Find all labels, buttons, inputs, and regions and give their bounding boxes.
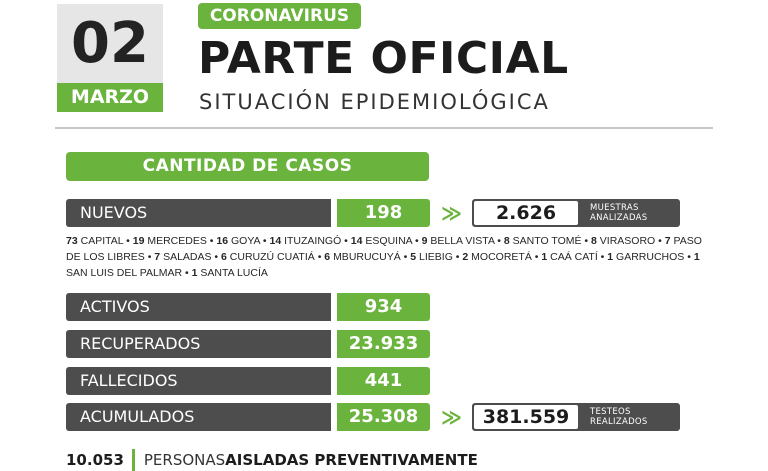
city-name: CURUZÚ CUATIÁ — [229, 251, 315, 263]
city-name: GARRUCHOS — [616, 251, 685, 263]
city-item: 73 CAPITAL — [66, 235, 123, 247]
fallecidos-label: FALLECIDOS — [66, 367, 331, 395]
city-name: CAPITAL — [80, 235, 124, 247]
testeos-label: TESTEOS REALIZADOS — [578, 405, 648, 429]
nuevos-label: NUEVOS — [66, 199, 331, 227]
activos-label: ACTIVOS — [66, 293, 331, 321]
city-name: ITUZAINGÓ — [284, 235, 342, 247]
date-block: 02 MARZO — [57, 4, 163, 112]
page-title: PARTE OFICIAL — [198, 33, 569, 84]
city-item: 6 CURUZÚ CUATIÁ — [221, 251, 315, 263]
chevron-right-icon: ≫ — [441, 405, 462, 429]
city-count: 16 — [216, 235, 231, 247]
date-day: 02 — [57, 4, 163, 83]
muestras-label-line2: ANALIZADAS — [590, 213, 648, 223]
city-count: 2 — [462, 251, 472, 263]
city-name: GOYA — [230, 235, 260, 247]
city-item: 2 MOCORETÁ — [462, 251, 531, 263]
city-name: MBURUCUYÁ — [333, 251, 401, 263]
testeos-value: 381.559 — [474, 405, 578, 429]
city-count: 73 — [66, 235, 81, 247]
muestras-label-line1: MUESTRAS — [590, 203, 639, 213]
city-item: 8 VIRASORO — [591, 235, 655, 247]
city-name: MERCEDES — [147, 235, 207, 247]
testeos-label-line1: TESTEOS — [590, 407, 631, 417]
city-count: 1 — [693, 251, 700, 263]
city-item: 1 SANTA LUCÍA — [192, 267, 268, 279]
city-count: 8 — [591, 235, 600, 247]
city-item: 16 GOYA — [216, 235, 260, 247]
city-item: 1 GARRUCHOS — [607, 251, 684, 263]
city-count: 5 — [410, 251, 420, 263]
city-count: 14 — [350, 235, 366, 247]
city-item: 7 SALADAS — [154, 251, 211, 263]
city-count: 6 — [324, 251, 334, 263]
muestras-box: 2.626 MUESTRAS ANALIZADAS — [472, 199, 680, 227]
city-name: BELLA VISTA — [430, 235, 495, 247]
isolated-count: 10.053 — [66, 451, 124, 469]
city-name: SAN LUIS DEL PALMAR — [66, 267, 183, 279]
page-subtitle: SITUACIÓN EPIDEMIOLÓGICA — [199, 90, 550, 114]
header-divider — [55, 127, 713, 129]
city-item: 6 MBURUCUYÁ — [324, 251, 400, 263]
city-count: 7 — [154, 251, 164, 263]
city-count: 1 — [607, 251, 617, 263]
city-item: 1 SAN LUIS DEL PALMAR — [66, 251, 700, 279]
activos-value: 934 — [337, 293, 430, 321]
city-name: LIEBIG — [419, 251, 453, 263]
city-name: SALADAS — [163, 251, 212, 263]
city-item: 5 LIEBIG — [410, 251, 453, 263]
isolated-text-bold: AISLADAS PREVENTIVAMENTE — [225, 451, 478, 469]
city-count: 8 — [503, 235, 513, 247]
city-name: CAÁ CATÍ — [550, 251, 598, 263]
chevron-right-icon: ≫ — [441, 201, 462, 225]
city-item: 14 ITUZAINGÓ — [269, 235, 341, 247]
fallecidos-value: 441 — [337, 367, 430, 395]
city-count: 7 — [664, 235, 674, 247]
nuevos-value: 198 — [337, 199, 430, 227]
city-item: 19 MERCEDES — [133, 235, 207, 247]
city-count: 14 — [269, 235, 285, 247]
coronavirus-tag: CORONAVIRUS — [198, 3, 361, 29]
city-count: 9 — [421, 235, 431, 247]
city-name: SANTA LUCÍA — [200, 267, 268, 279]
muestras-value: 2.626 — [474, 201, 578, 225]
recuperados-label: RECUPERADOS — [66, 330, 331, 358]
acumulados-value: 25.308 — [337, 403, 430, 431]
city-count: 1 — [541, 251, 551, 263]
testeos-label-line2: REALIZADOS — [590, 417, 648, 427]
city-name: SANTO TOMÉ — [512, 235, 582, 247]
section-title: CANTIDAD DE CASOS — [66, 152, 429, 181]
city-item: 8 SANTO TOMÉ — [504, 235, 582, 247]
footer-isolated: 10.053 PERSONAS AISLADAS PREVENTIVAMENTE — [66, 449, 478, 471]
city-item: 9 BELLA VISTA — [422, 235, 495, 247]
city-item: 14 ESQUINA — [351, 235, 412, 247]
city-name: PASO DE LOS LIBRES — [66, 235, 702, 263]
isolated-text-prefix: PERSONAS — [143, 451, 226, 469]
city-count: 6 — [221, 251, 230, 263]
city-count: 1 — [191, 267, 201, 279]
cities-list: 73 CAPITAL • 19 MERCEDES • 16 GOYA • 14 … — [66, 235, 702, 279]
city-name: VIRASORO — [599, 235, 656, 247]
city-item: 1 CAÁ CATÍ — [541, 251, 597, 263]
acumulados-label: ACUMULADOS — [66, 403, 331, 431]
muestras-label: MUESTRAS ANALIZADAS — [578, 201, 647, 225]
city-count: 19 — [132, 235, 148, 247]
recuperados-value: 23.933 — [337, 330, 430, 358]
city-item: 7 PASO DE LOS LIBRES — [66, 235, 702, 263]
testeos-box: 381.559 TESTEOS REALIZADOS — [472, 403, 680, 431]
city-name: MOCORETÁ — [471, 251, 532, 263]
footer-divider — [131, 449, 135, 471]
city-name: ESQUINA — [365, 235, 413, 247]
date-month: MARZO — [57, 83, 163, 112]
